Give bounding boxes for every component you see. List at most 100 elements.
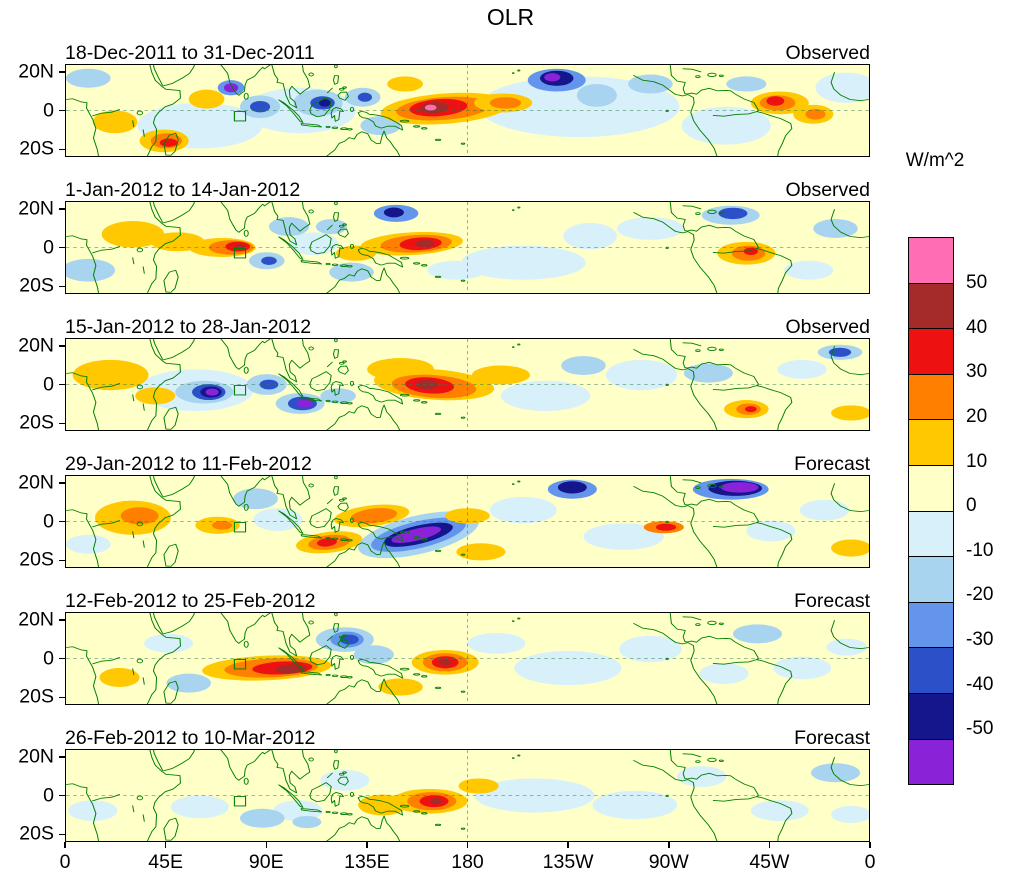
y-tick-label: 20N bbox=[18, 60, 54, 83]
y-axis-labels: 20N 0 20S bbox=[0, 471, 65, 571]
colorbar-cells bbox=[908, 237, 954, 786]
panel-source-label: Observed bbox=[785, 316, 870, 338]
y-tick-label: 20S bbox=[19, 685, 54, 708]
colorbar-segment bbox=[909, 283, 953, 330]
colorbar-segment bbox=[909, 465, 953, 512]
colorbar-tick-label: 30 bbox=[966, 361, 988, 383]
y-tick-label: 0 bbox=[43, 373, 54, 395]
y-tick-mark bbox=[59, 520, 65, 523]
map-plot bbox=[65, 64, 870, 157]
colorbar-segment bbox=[909, 739, 953, 785]
y-tick-label: 20S bbox=[19, 137, 54, 160]
panel-source-label: Forecast bbox=[794, 453, 870, 475]
x-tick-mark bbox=[265, 842, 267, 848]
colorbar-segment bbox=[909, 374, 953, 421]
y-tick-mark bbox=[59, 482, 65, 484]
y-tick-label: 20S bbox=[19, 274, 54, 297]
map-panel: 18-Dec-2011 to 31-Dec-2011 Observed 20N 0 20… bbox=[0, 40, 870, 160]
map-panel: 26-Feb-2012 to 10-Mar-2012 Forecast 20N 0 20… bbox=[0, 725, 870, 845]
y-tick-label: 0 bbox=[43, 510, 54, 532]
y-axis-labels: 20N 0 20S bbox=[0, 60, 65, 160]
panel-row: 20N 0 20S bbox=[0, 197, 870, 297]
panel-row: 20N 0 20S bbox=[0, 471, 870, 571]
colorbar-segment bbox=[909, 511, 953, 558]
colorbar-tick-label: 50 bbox=[966, 272, 988, 294]
colorbar-segment bbox=[909, 648, 953, 694]
map-panel: 1-Jan-2012 to 14-Jan-2012 Observed 20N 0 20S bbox=[0, 177, 870, 297]
x-tick-label: 180 bbox=[451, 851, 484, 873]
colorbar-segment bbox=[909, 420, 953, 466]
colorbar-segment bbox=[909, 557, 953, 603]
y-tick-mark bbox=[59, 285, 65, 287]
x-tick-label: 45W bbox=[749, 851, 790, 873]
y-tick-label: 0 bbox=[43, 647, 54, 669]
panel-row: 20N 0 20S bbox=[0, 334, 870, 434]
map-plot bbox=[65, 338, 870, 431]
y-tick-label: 20N bbox=[18, 197, 54, 220]
panel-period-label: 29-Jan-2012 to 11-Feb-2012 bbox=[65, 453, 312, 475]
panel-period-label: 12-Feb-2012 to 25-Feb-2012 bbox=[65, 590, 316, 612]
y-tick-mark bbox=[59, 345, 65, 347]
colorbar-tick-label: 40 bbox=[966, 316, 988, 338]
x-tick-mark bbox=[768, 842, 771, 848]
x-tick-label: 90W bbox=[648, 851, 689, 873]
map-plot bbox=[65, 612, 870, 705]
y-tick-mark bbox=[59, 696, 65, 698]
panel-header: 18-Dec-2011 to 31-Dec-2011 Observed bbox=[65, 40, 870, 64]
y-tick-label: 0 bbox=[43, 784, 54, 806]
y-tick-label: 20N bbox=[18, 745, 54, 768]
chart-title: OLR bbox=[486, 4, 535, 30]
colorbar: 50 40 30 20 10 0 -10 -20 -30 -40 -50 bbox=[908, 237, 993, 786]
x-tick-label: 45E bbox=[148, 851, 183, 873]
panel-period-label: 18-Dec-2011 to 31-Dec-2011 bbox=[65, 42, 315, 64]
x-tick-mark bbox=[668, 842, 670, 848]
panels-container: 18-Dec-2011 to 31-Dec-2011 Observed 20N 0 20… bbox=[0, 40, 870, 862]
colorbar-tick-label: -40 bbox=[966, 673, 994, 695]
colorbar-tick-label: -30 bbox=[966, 628, 994, 650]
colorbar-segment bbox=[909, 329, 953, 375]
map-plot bbox=[65, 475, 870, 568]
x-tick-mark bbox=[869, 842, 871, 848]
colorbar-tick-label: 0 bbox=[966, 495, 977, 517]
y-tick-label: 20S bbox=[19, 548, 54, 571]
x-tick-mark bbox=[366, 842, 368, 848]
y-tick-label: 0 bbox=[43, 236, 54, 258]
colorbar-unit-label: W/m^2 bbox=[905, 150, 965, 171]
colorbar-tick-label: -10 bbox=[966, 539, 994, 561]
y-tick-mark bbox=[59, 833, 65, 835]
panel-row: 20N 0 20S bbox=[0, 745, 870, 845]
y-axis-labels: 20N 0 20S bbox=[0, 745, 65, 845]
y-axis-labels: 20N 0 20S bbox=[0, 334, 65, 434]
y-tick-label: 20N bbox=[18, 471, 54, 494]
panel-header: 15-Jan-2012 to 28-Jan-2012 Observed bbox=[65, 314, 870, 338]
panel-source-label: Observed bbox=[785, 42, 870, 64]
y-axis-labels: 20N 0 20S bbox=[0, 608, 65, 708]
y-tick-mark bbox=[59, 246, 65, 249]
panel-period-label: 26-Feb-2012 to 10-Mar-2012 bbox=[65, 727, 316, 749]
panel-header: 26-Feb-2012 to 10-Mar-2012 Forecast bbox=[65, 725, 870, 749]
y-tick-mark bbox=[59, 422, 65, 424]
panel-source-label: Forecast bbox=[794, 727, 870, 749]
y-tick-mark bbox=[59, 756, 65, 758]
y-tick-mark bbox=[59, 109, 65, 112]
panel-header: 1-Jan-2012 to 14-Jan-2012 Observed bbox=[65, 177, 870, 201]
y-tick-mark bbox=[59, 71, 65, 73]
x-tick-label: 0 bbox=[59, 851, 71, 873]
x-tick-mark bbox=[466, 842, 469, 848]
y-tick-mark bbox=[59, 619, 65, 621]
panel-source-label: Observed bbox=[785, 179, 870, 201]
panel-header: 29-Jan-2012 to 11-Feb-2012 Forecast bbox=[65, 451, 870, 475]
x-tick-label: 135E bbox=[344, 851, 390, 873]
colorbar-tick-label: 10 bbox=[966, 450, 988, 472]
colorbar-segment bbox=[909, 238, 953, 284]
x-tick-mark bbox=[64, 842, 66, 848]
map-panel: 29-Jan-2012 to 11-Feb-2012 Forecast 20N 0 20… bbox=[0, 451, 870, 571]
y-tick-label: 20S bbox=[19, 822, 54, 845]
y-tick-mark bbox=[59, 208, 65, 210]
colorbar-tick-label: -50 bbox=[966, 718, 994, 740]
x-tick-label: 90E bbox=[248, 851, 284, 873]
y-tick-label: 20N bbox=[18, 608, 54, 631]
y-tick-label: 20N bbox=[18, 334, 54, 357]
colorbar-tick-label: 20 bbox=[966, 405, 988, 427]
